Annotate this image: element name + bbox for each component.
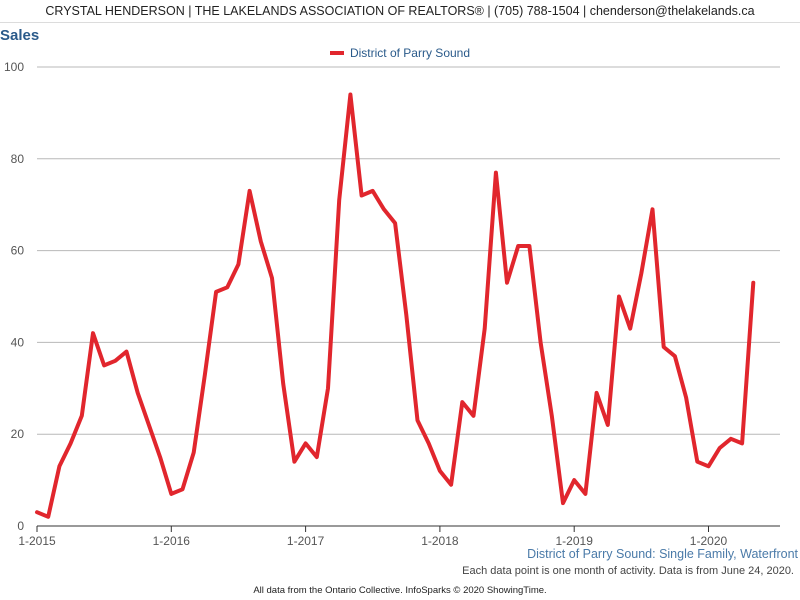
data-point[interactable] — [639, 272, 643, 276]
data-point[interactable] — [606, 423, 610, 427]
data-point[interactable] — [673, 354, 677, 358]
data-point[interactable] — [35, 510, 39, 514]
data-point[interactable] — [718, 446, 722, 450]
data-point[interactable] — [80, 414, 84, 418]
data-point[interactable] — [236, 262, 240, 266]
data-point[interactable] — [471, 414, 475, 418]
legend[interactable]: District of Parry Sound — [0, 46, 800, 60]
chart-title: Sales — [0, 27, 40, 44]
data-point[interactable] — [706, 464, 710, 468]
footer-credit: All data from the Ontario Collective. In… — [253, 585, 547, 596]
y-tick-label: 20 — [11, 427, 25, 441]
x-axis: 1-2015 1-2016 1-2017 1-2018 1-2019 1-2020 — [18, 525, 780, 548]
data-point[interactable] — [192, 451, 196, 455]
data-point[interactable] — [505, 281, 509, 285]
data-point[interactable] — [729, 437, 733, 441]
data-point[interactable] — [46, 515, 50, 519]
data-point[interactable] — [214, 290, 218, 294]
data-note: Each data point is one month of activity… — [462, 565, 794, 577]
data-point[interactable] — [572, 478, 576, 482]
data-point[interactable] — [628, 327, 632, 331]
x-tick-label: 1-2020 — [690, 534, 728, 548]
y-tick-label: 80 — [11, 152, 25, 166]
data-point[interactable] — [460, 400, 464, 404]
data-point[interactable] — [516, 244, 520, 248]
y-tick-label: 60 — [11, 244, 25, 258]
data-point[interactable] — [113, 359, 117, 363]
data-point[interactable] — [158, 455, 162, 459]
data-point[interactable] — [662, 345, 666, 349]
legend-swatch — [329, 50, 344, 55]
data-point[interactable] — [292, 460, 296, 464]
data-point[interactable] — [684, 395, 688, 399]
x-tick-label: 1-2017 — [287, 534, 325, 548]
data-point[interactable] — [550, 414, 554, 418]
data-point[interactable] — [180, 487, 184, 491]
data-point[interactable] — [102, 363, 106, 367]
y-tick-label: 40 — [11, 335, 25, 349]
x-tick-label: 1-2019 — [556, 534, 594, 548]
data-point[interactable] — [203, 373, 207, 377]
data-point[interactable] — [483, 327, 487, 331]
data-point[interactable] — [136, 391, 140, 395]
legend-label: District of Parry Sound — [349, 46, 471, 60]
data-point[interactable] — [315, 455, 319, 459]
grid-lines — [37, 66, 780, 435]
y-tick-label: 0 — [17, 519, 24, 533]
data-point[interactable] — [270, 276, 274, 280]
data-point[interactable] — [617, 295, 621, 299]
data-point[interactable] — [248, 189, 252, 193]
data-point[interactable] — [393, 221, 397, 225]
data-point[interactable] — [371, 189, 375, 193]
data-point[interactable] — [561, 501, 565, 505]
data-point[interactable] — [69, 441, 73, 445]
data-point[interactable] — [348, 93, 352, 97]
data-point[interactable] — [695, 460, 699, 464]
data-point[interactable] — [125, 350, 129, 354]
x-tick-label: 1-2016 — [153, 534, 191, 548]
data-point[interactable] — [225, 285, 229, 289]
series-line-parry-sound[interactable] — [35, 92, 756, 519]
data-point[interactable] — [751, 281, 755, 285]
data-point[interactable] — [281, 382, 285, 386]
data-point[interactable] — [169, 492, 173, 496]
data-point[interactable] — [91, 331, 95, 335]
data-point[interactable] — [427, 441, 431, 445]
series-layer — [35, 92, 756, 519]
data-point[interactable] — [583, 492, 587, 496]
data-point[interactable] — [304, 441, 308, 445]
data-point[interactable] — [527, 244, 531, 248]
chart-subtitle: District of Parry Sound: Single Family, … — [527, 547, 798, 561]
data-point[interactable] — [337, 198, 341, 202]
data-point[interactable] — [147, 423, 151, 427]
y-tick-label: 100 — [4, 60, 24, 74]
y-axis: 0 20 40 60 80 100 — [4, 60, 24, 533]
data-point[interactable] — [404, 313, 408, 317]
data-point[interactable] — [595, 391, 599, 395]
data-point[interactable] — [382, 207, 386, 211]
agent-header: CRYSTAL HENDERSON | THE LAKELANDS ASSOCI… — [0, 0, 800, 23]
data-point[interactable] — [438, 469, 442, 473]
data-point[interactable] — [494, 171, 498, 175]
data-point[interactable] — [326, 386, 330, 390]
data-point[interactable] — [740, 441, 744, 445]
x-tick-label: 1-2015 — [18, 534, 56, 548]
x-tick-label: 1-2018 — [421, 534, 459, 548]
data-point[interactable] — [539, 340, 543, 344]
data-point[interactable] — [651, 207, 655, 211]
data-point[interactable] — [360, 194, 364, 198]
data-point[interactable] — [57, 464, 61, 468]
data-point[interactable] — [449, 483, 453, 487]
data-point[interactable] — [416, 418, 420, 422]
data-point[interactable] — [259, 239, 263, 243]
